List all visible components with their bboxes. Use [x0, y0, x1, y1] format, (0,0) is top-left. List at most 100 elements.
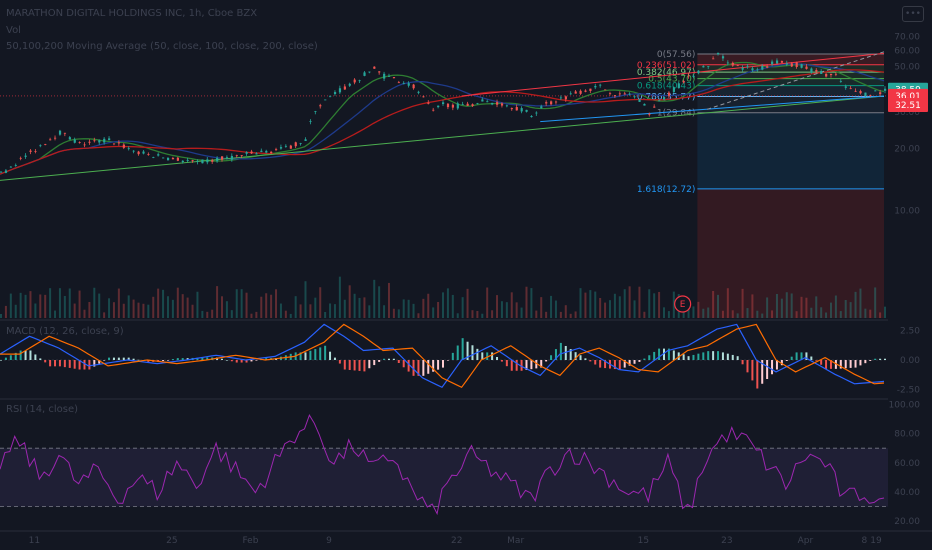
volume-bar: [859, 288, 862, 318]
volume-bar: [633, 300, 636, 318]
candle-body: [196, 160, 199, 162]
volume-bar: [206, 311, 209, 318]
symbol-title: MARATHON DIGITAL HOLDINGS INC, 1h, Cboe …: [6, 8, 258, 19]
volume-bar: [112, 302, 115, 318]
volume-bar: [510, 292, 513, 318]
macd-histogram-bar: [638, 360, 641, 362]
volume-bar: [392, 308, 395, 318]
macd-histogram-bar: [314, 349, 317, 360]
volume-bar: [93, 287, 96, 318]
rsi-tick-label: 100.00: [889, 400, 921, 410]
earnings-marker-icon: [674, 295, 692, 313]
candle-body: [874, 90, 877, 92]
volume-bar: [265, 293, 268, 318]
candle-body: [643, 103, 646, 106]
macd-histogram-bar: [392, 358, 395, 360]
macd-histogram-bar: [58, 360, 61, 367]
candle-body: [83, 144, 86, 146]
macd-histogram-bar: [373, 360, 376, 366]
macd-histogram-bar: [0, 360, 2, 361]
fib-level-label: 0.236(51.02): [637, 61, 696, 71]
macd-histogram-bar: [407, 360, 410, 372]
fib-zone: [697, 188, 884, 318]
macd-histogram-bar: [240, 360, 243, 363]
candle-body: [854, 90, 857, 92]
candle-body: [442, 102, 445, 105]
candle-body: [456, 103, 459, 109]
volume-bar: [530, 288, 533, 318]
candle-body: [697, 70, 700, 74]
fib-level-label: 0.618(40.43): [637, 82, 696, 92]
candle-body: [54, 137, 57, 139]
candle-body: [93, 140, 96, 142]
macd-histogram-bar: [132, 358, 135, 360]
macd-histogram-bar: [54, 360, 57, 367]
volume-bar: [108, 298, 111, 318]
volume-bar: [294, 296, 297, 318]
candle-body: [373, 66, 376, 69]
volume-bar: [667, 311, 670, 318]
volume-bar: [613, 293, 616, 318]
volume-bar: [766, 297, 769, 318]
candle-body: [775, 60, 779, 64]
candle-body: [869, 95, 872, 96]
candle-body: [746, 66, 749, 68]
candle-body: [19, 157, 22, 159]
macd-histogram-bar: [500, 360, 503, 362]
volume-bar: [147, 304, 150, 318]
macd-histogram-bar: [515, 360, 518, 371]
macd-histogram-bar: [545, 360, 548, 362]
macd-histogram-bar: [39, 358, 42, 360]
ellipsis-icon[interactable]: •••: [902, 6, 924, 22]
candle-body: [545, 102, 548, 104]
macd-histogram-bar: [417, 360, 420, 376]
candle-body: [726, 62, 730, 64]
candle-body: [599, 84, 602, 86]
candle-body: [358, 80, 361, 82]
volume-bar: [73, 303, 76, 318]
macd-histogram-bar: [88, 360, 91, 370]
volume-bar: [879, 312, 882, 318]
macd-histogram-bar: [707, 351, 710, 360]
volume-bar: [181, 294, 184, 318]
macd-histogram-bar: [137, 359, 140, 361]
candle-body: [638, 99, 641, 102]
candle-body: [834, 73, 838, 75]
macd-histogram-bar: [599, 360, 602, 368]
macd-histogram-bar: [594, 360, 597, 365]
candle-body: [14, 165, 17, 166]
macd-histogram-bar: [471, 345, 474, 360]
macd-histogram-bar: [815, 360, 818, 361]
macd-histogram-bar: [9, 355, 12, 360]
fib-zone: [697, 54, 884, 65]
macd-histogram-bar: [456, 345, 459, 360]
price-tick-label: 20.00: [894, 144, 920, 154]
volume-bar: [442, 292, 444, 318]
volume-bar: [162, 289, 165, 318]
volume-bar: [68, 288, 71, 318]
macd-histogram-bar: [422, 360, 425, 376]
volume-bar: [39, 294, 42, 318]
candle-body: [270, 151, 273, 154]
candle-body: [137, 151, 140, 155]
rsi-tick-label: 20.00: [894, 517, 920, 527]
candle-body: [731, 62, 734, 66]
candle-body: [692, 75, 695, 77]
macd-histogram-bar: [63, 360, 66, 368]
volume-bar: [289, 313, 292, 318]
rsi-line: [0, 414, 885, 516]
macd-histogram-bar: [73, 360, 76, 369]
macd-histogram-bar: [844, 360, 847, 369]
volume-bar: [589, 290, 592, 318]
candle-body: [230, 155, 234, 160]
candle-body: [402, 82, 405, 84]
volume-bar: [142, 303, 145, 318]
volume-bar: [117, 288, 120, 318]
macd-histogram-bar: [643, 358, 646, 360]
candle-body: [44, 144, 47, 145]
volume-bar: [574, 311, 577, 318]
x-tick-label: 23: [721, 536, 732, 546]
candle-body: [667, 92, 671, 96]
volume-bar: [559, 311, 562, 318]
